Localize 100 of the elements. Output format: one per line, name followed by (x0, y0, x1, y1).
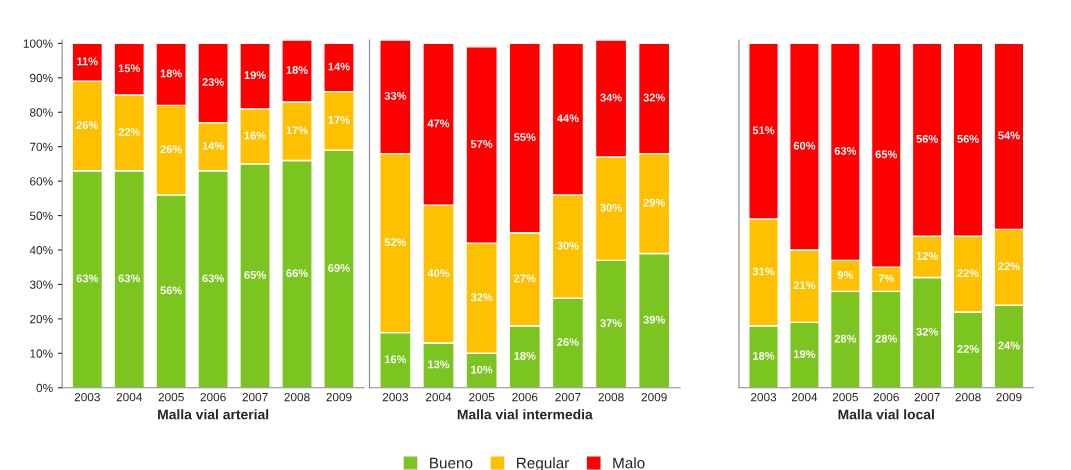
data-label: 52% (384, 238, 407, 247)
x-tick-label: 2003 (74, 392, 100, 402)
data-label: 17% (286, 126, 308, 135)
data-label: 16% (244, 131, 266, 140)
data-label: 31% (752, 267, 775, 276)
x-tick-label: 2005 (832, 392, 858, 402)
data-label: 22% (957, 344, 979, 353)
x-axis-title: Malla vial arterial (158, 409, 269, 420)
data-label: 30% (600, 203, 622, 212)
data-label: 10% (471, 365, 493, 374)
x-tick-label: 2006 (200, 392, 226, 402)
x-tick-label: 2005 (158, 392, 184, 402)
data-label: 11% (77, 57, 98, 66)
x-tick-label: 2007 (555, 392, 581, 402)
data-label: 27% (514, 274, 536, 283)
data-label: 26% (160, 145, 183, 154)
data-label: 24% (998, 341, 1020, 350)
data-label: 18% (286, 66, 308, 74)
data-label: 17% (328, 116, 350, 124)
x-tick-label: 2008 (955, 392, 981, 402)
data-label: 37% (600, 319, 622, 328)
data-label: 65% (875, 150, 898, 159)
data-label: 40% (427, 269, 450, 278)
data-label: 26% (76, 121, 99, 130)
data-label: 19% (794, 350, 816, 359)
x-tick-label: 2006 (512, 392, 538, 402)
data-label: 26% (557, 338, 579, 346)
y-tick-label: 60% (30, 177, 53, 186)
x-tick-label: 2009 (996, 392, 1022, 402)
data-label: 30% (557, 241, 579, 250)
data-label: 32% (643, 93, 666, 102)
data-label: 15% (118, 64, 141, 73)
data-label: 22% (957, 269, 979, 278)
y-tick-label: 30% (29, 280, 53, 289)
data-label: 14% (202, 141, 224, 150)
data-label: 56% (160, 286, 183, 295)
data-label: 23% (202, 78, 224, 86)
data-label: 56% (957, 134, 979, 143)
x-tick-label: 2005 (469, 392, 495, 402)
y-tick-label: 0% (36, 383, 53, 393)
y-tick-label: 80% (29, 108, 53, 117)
data-label: 44% (556, 114, 579, 123)
data-label: 22% (118, 128, 141, 136)
data-label: 54% (998, 131, 1020, 140)
y-tick-label: 90% (30, 73, 53, 83)
data-label: 63% (834, 146, 857, 155)
data-label: 55% (514, 133, 536, 142)
data-label: 66% (286, 269, 308, 278)
data-label: 29% (643, 198, 666, 207)
x-tick-label: 2004 (791, 392, 818, 402)
data-label: 18% (160, 69, 183, 78)
data-label: 32% (916, 327, 938, 336)
x-tick-label: 2004 (116, 392, 143, 402)
data-label: 28% (875, 334, 898, 343)
data-label: 51% (752, 126, 775, 135)
data-label: 22% (998, 262, 1020, 271)
data-label: 19% (244, 71, 266, 80)
data-label: 33% (384, 91, 407, 100)
data-label: 28% (834, 334, 857, 343)
data-label: 34% (600, 93, 622, 102)
data-label: 63% (118, 274, 141, 283)
data-label: 57% (470, 140, 493, 148)
data-label: 18% (514, 351, 536, 360)
y-tick-label: 50% (29, 211, 53, 220)
x-tick-label: 2003 (382, 392, 408, 402)
x-tick-label: 2004 (425, 392, 452, 402)
y-tick-label: 20% (30, 314, 53, 324)
data-label: 12% (916, 252, 938, 260)
data-label: 16% (384, 355, 407, 364)
y-tick-label: 10% (30, 349, 53, 358)
x-tick-label: 2007 (914, 392, 940, 402)
x-tick-label: 2009 (326, 392, 352, 402)
x-tick-label: 2008 (284, 392, 310, 402)
data-label: 47% (427, 119, 450, 128)
data-label: 56% (916, 134, 938, 143)
legend-label: Malo (613, 457, 645, 469)
data-label: 14% (328, 62, 350, 71)
data-label: 9% (837, 270, 854, 279)
data-label: 18% (753, 351, 775, 360)
data-label: 21% (793, 281, 816, 290)
data-label: 69% (328, 264, 350, 272)
x-tick-label: 2009 (641, 392, 667, 402)
y-tick-label: 100% (23, 39, 53, 48)
x-axis-title: Malla vial local (838, 409, 934, 420)
data-label: 63% (202, 274, 224, 283)
y-tick-label: 70% (30, 142, 53, 152)
x-tick-label: 2006 (873, 392, 899, 402)
x-tick-label: 2008 (598, 392, 624, 402)
data-label: 63% (76, 274, 99, 283)
y-tick-label: 40% (29, 246, 53, 255)
data-label: 7% (878, 274, 894, 283)
data-label: 65% (244, 270, 266, 279)
data-label: 39% (643, 315, 666, 324)
data-label: 60% (793, 141, 816, 150)
x-tick-label: 2007 (242, 392, 268, 402)
x-axis-title: Malla vial intermedia (457, 409, 593, 420)
legend-label: Bueno (430, 457, 473, 469)
data-label: 32% (470, 293, 493, 302)
data-label: 13% (428, 360, 450, 369)
x-tick-label: 2003 (751, 392, 777, 402)
